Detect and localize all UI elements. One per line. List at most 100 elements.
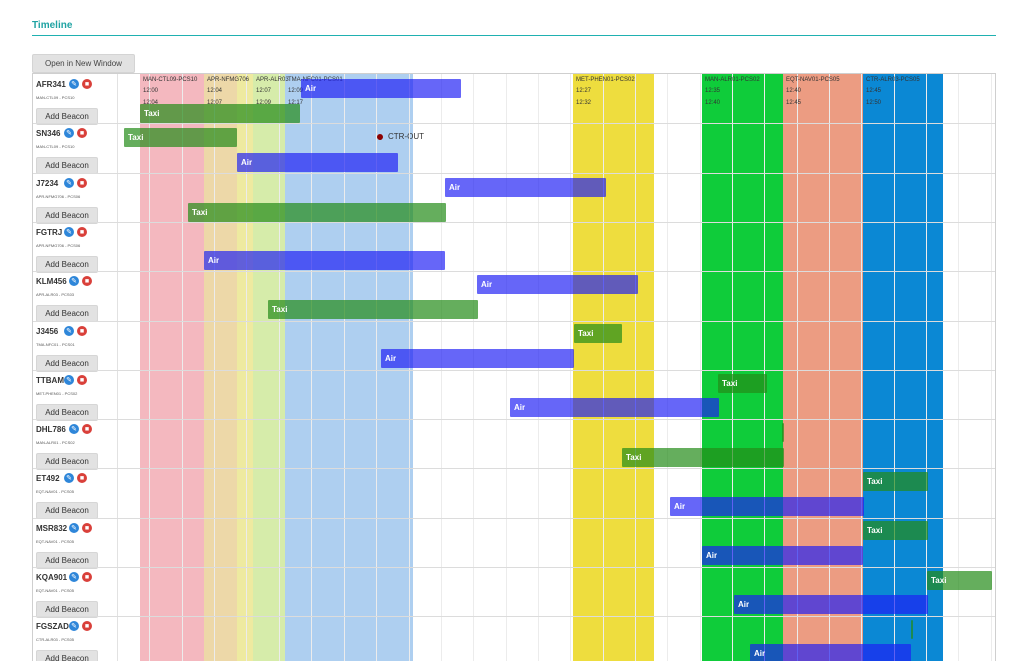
air-segment-bar[interactable]: Air (477, 275, 638, 294)
taxi-segment-bar[interactable] (911, 620, 913, 639)
taxi-segment-bar[interactable] (782, 423, 784, 442)
grid-line (764, 74, 765, 661)
flight-id: J7234 (36, 179, 59, 188)
grid-line (603, 74, 604, 661)
sector-band (863, 74, 943, 661)
trash-icon[interactable]: ■ (82, 276, 92, 286)
title-divider (32, 35, 996, 36)
edit-icon[interactable]: ✎ (64, 326, 74, 336)
trash-icon[interactable]: ■ (77, 326, 87, 336)
taxi-segment-bar[interactable]: Taxi (268, 300, 478, 319)
taxi-segment-bar[interactable]: Taxi (927, 571, 992, 590)
air-segment-bar[interactable]: Air (445, 178, 606, 197)
air-segment-bar[interactable]: Air (670, 497, 864, 516)
sector-time: 12:17 (288, 100, 304, 106)
ctr-out-marker-label: CTR-OUT (388, 132, 424, 141)
add-beacon-button[interactable]: Add Beacon (36, 355, 98, 372)
edit-icon[interactable]: ✎ (64, 375, 74, 385)
add-beacon-button[interactable]: Add Beacon (36, 502, 98, 519)
flight-route-subtitle: CTR-ALR03 - PCS05 (36, 637, 75, 642)
taxi-segment-bar[interactable]: Taxi (622, 448, 784, 467)
taxi-segment-bar[interactable]: Taxi (718, 374, 767, 393)
row-separator (33, 222, 995, 223)
edit-icon[interactable]: ✎ (64, 178, 74, 188)
air-segment-bar[interactable]: Air (734, 595, 928, 614)
sector-name: EQT-NAV01-PCS05 (786, 77, 840, 83)
sector-time: 12:32 (576, 100, 592, 106)
sector-time: 12:07 (256, 88, 272, 94)
taxi-segment-bar[interactable]: Taxi (863, 472, 928, 491)
add-beacon-button[interactable]: Add Beacon (36, 108, 98, 125)
taxi-segment-bar[interactable]: Taxi (574, 324, 622, 343)
sector-time: 12:40 (705, 100, 721, 106)
add-beacon-button[interactable]: Add Beacon (36, 601, 98, 618)
open-new-window-button[interactable]: Open in New Window (32, 54, 135, 73)
sector-time: 12:45 (866, 88, 882, 94)
air-segment-bar[interactable]: Air (750, 644, 911, 661)
sector-time: 12:07 (207, 100, 223, 106)
add-beacon-button[interactable]: Add Beacon (36, 552, 98, 569)
row-separator (33, 370, 995, 371)
trash-icon[interactable]: ■ (77, 128, 87, 138)
trash-icon[interactable]: ■ (77, 375, 87, 385)
trash-icon[interactable]: ■ (82, 523, 92, 533)
flight-id: FGSZAD (36, 622, 69, 631)
air-segment-bar[interactable]: Air (301, 79, 461, 98)
add-beacon-button[interactable]: Add Beacon (36, 207, 98, 224)
add-beacon-button[interactable]: Add Beacon (36, 650, 98, 661)
edit-icon[interactable]: ✎ (69, 523, 79, 533)
flight-id: KQA901 (36, 573, 68, 582)
trash-icon[interactable]: ■ (82, 79, 92, 89)
air-segment-bar[interactable]: Air (510, 398, 719, 417)
row-separator (33, 123, 995, 124)
air-segment-bar[interactable]: Air (204, 251, 445, 270)
trash-icon[interactable]: ■ (82, 424, 92, 434)
sector-time: 12:00 (143, 88, 159, 94)
trash-icon[interactable]: ■ (77, 473, 87, 483)
sector-header: EQT-NAV01-PCS05 12:40 12:45 (786, 76, 840, 111)
flight-route-subtitle: EQT-NAV01 - PCS05 (36, 539, 74, 544)
edit-icon[interactable]: ✎ (69, 424, 79, 434)
trash-icon[interactable]: ■ (82, 621, 92, 631)
sector-time: 12:50 (866, 100, 882, 106)
grid-line (991, 74, 992, 661)
flight-id: FGTRJ (36, 228, 63, 237)
trash-icon[interactable]: ■ (77, 178, 87, 188)
trash-icon[interactable]: ■ (82, 572, 92, 582)
grid-line (279, 74, 280, 661)
page-title: Timeline (32, 20, 73, 31)
add-beacon-button[interactable]: Add Beacon (36, 305, 98, 322)
grid-line (149, 74, 150, 661)
flight-route-subtitle: MAN-CTL09 - PCS10 (36, 95, 75, 100)
air-segment-bar[interactable]: Air (702, 546, 863, 565)
edit-icon[interactable]: ✎ (64, 473, 74, 483)
edit-icon[interactable]: ✎ (64, 128, 74, 138)
grid-line (926, 74, 927, 661)
taxi-segment-bar[interactable]: Taxi (188, 203, 446, 222)
sector-time: 12:04 (207, 88, 223, 94)
row-separator (33, 567, 995, 568)
sector-name: MAN-CTL09-PCS10 (143, 77, 198, 83)
add-beacon-button[interactable]: Add Beacon (36, 157, 98, 174)
trash-icon[interactable]: ■ (77, 227, 87, 237)
label-column-divider (117, 74, 118, 661)
taxi-segment-bar[interactable]: Taxi (140, 104, 300, 123)
edit-icon[interactable]: ✎ (69, 276, 79, 286)
sector-time: 12:45 (786, 100, 802, 106)
edit-icon[interactable]: ✎ (69, 572, 79, 582)
add-beacon-button[interactable]: Add Beacon (36, 256, 98, 273)
taxi-segment-bar[interactable]: Taxi (124, 128, 237, 147)
sector-name: APR-ALR03 (256, 77, 289, 83)
add-beacon-button[interactable]: Add Beacon (36, 453, 98, 470)
air-segment-bar[interactable]: Air (237, 153, 398, 172)
row-separator (33, 616, 995, 617)
row-separator (33, 419, 995, 420)
edit-icon[interactable]: ✎ (69, 621, 79, 631)
edit-icon[interactable]: ✎ (69, 79, 79, 89)
sector-band (702, 74, 783, 661)
air-segment-bar[interactable]: Air (381, 349, 574, 368)
flight-route-subtitle: EQT-NAV01 - PCS05 (36, 489, 74, 494)
taxi-segment-bar[interactable]: Taxi (863, 521, 928, 540)
edit-icon[interactable]: ✎ (64, 227, 74, 237)
add-beacon-button[interactable]: Add Beacon (36, 404, 98, 421)
